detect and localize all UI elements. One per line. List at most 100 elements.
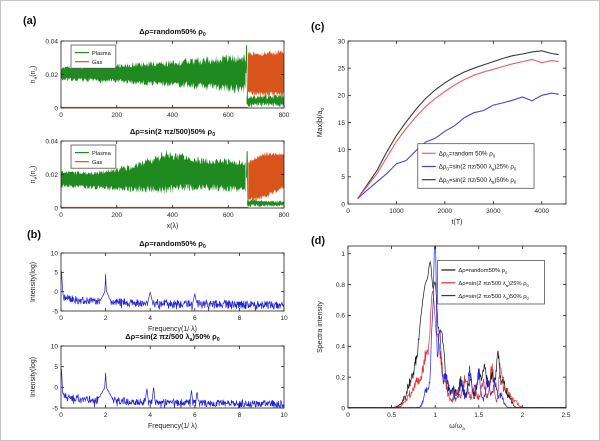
series-plasma-tail-band xyxy=(247,199,284,208)
y-tick-label: 10 xyxy=(51,343,59,350)
y-tick-label: 0.8 xyxy=(336,282,345,289)
legend-label: Δρ=sin(2 πz/500 λa)50% ρ0 xyxy=(458,294,529,301)
chart-c-series xyxy=(357,50,559,200)
x-tick-label: 0 xyxy=(346,208,350,215)
legend-label: Plasma xyxy=(92,51,112,57)
x-tick-label: 8 xyxy=(238,315,242,322)
x-tick-label: 400 xyxy=(167,212,178,219)
x-tick-label: 0.5 xyxy=(387,412,396,419)
series-growth-sin50 xyxy=(357,50,559,199)
y-tick-label: 5 xyxy=(54,270,58,277)
x-tick-label: 4000 xyxy=(535,208,550,215)
x-tick-label: 400 xyxy=(167,112,178,119)
y-tick-label: 0.02 xyxy=(45,72,58,79)
chart-d: 0 0.5 1 1.5 2 2.5 0 0.2 0.4 0.6 0.8 1 ω/ωa Spectra in… xyxy=(317,245,571,432)
y-tick-label: 0 xyxy=(54,205,58,212)
x-axis-label-d: ω/ωa xyxy=(449,423,465,432)
legend-a1: Plasma Gas xyxy=(70,44,117,69)
panel-label-c: (c) xyxy=(311,21,325,33)
series-growth-sin25 xyxy=(357,92,559,200)
x-tick-label: 200 xyxy=(111,212,122,219)
chart-title-a1: Δρ=random50% ρ0 xyxy=(139,27,206,38)
legend-c: Δρ0=random 50% ρ0 Δρ0=sin(2 πz/500 λa)25%… xyxy=(417,143,535,189)
axes-box-b2 xyxy=(60,345,285,409)
legend-d: Δρ=random50% ρ0 Δρ=sin(2 πz/500 λa)25% ρ0… xyxy=(436,260,545,305)
y-tick-label: 30 xyxy=(338,38,346,45)
y-axis-label-a2: ne(nc) xyxy=(30,166,39,184)
x-axis-label-c: t(T) xyxy=(452,219,463,226)
legend-label: Δρ=sin(2 πz/500 λa)25% ρ0 xyxy=(458,281,529,288)
y-axis-label-d: Spectra intensity xyxy=(317,301,324,353)
y-tick-label: 20 xyxy=(338,93,346,100)
series-plasma-spike xyxy=(245,151,249,204)
y-tick-label: 25 xyxy=(338,65,346,72)
y-tick-label: 10 xyxy=(338,147,346,154)
x-tick-label: 3000 xyxy=(486,208,501,215)
x-tick-label: 10 xyxy=(280,315,288,322)
legend-label: Δρ=random50% ρ0 xyxy=(458,268,508,275)
y-tick-label: 15 xyxy=(338,120,346,127)
chart-title-a2: Δρ=sin(2 πz/500)50% ρ0 xyxy=(130,127,215,138)
legend-label: Δρ0=sin(2 πz/500 λa)50% ρ0 xyxy=(439,177,517,185)
x-tick-label: 0 xyxy=(59,315,63,322)
legend-label: Plasma xyxy=(92,151,112,157)
x-axis-label-b1: Frequency(1/ λ) xyxy=(148,326,197,333)
y-tick-label: 0.04 xyxy=(45,138,58,145)
panel-label-d: (d) xyxy=(311,235,326,247)
y-tick-label: -5 xyxy=(52,308,58,315)
y-tick-label: 0.04 xyxy=(45,38,58,45)
x-tick-label: 600 xyxy=(223,212,234,219)
x-tick-label: 1.5 xyxy=(474,412,483,419)
y-tick-label: 0.6 xyxy=(336,313,345,320)
x-tick-label: 0 xyxy=(59,212,63,219)
legend-label: Gas xyxy=(92,60,102,66)
x-tick-label: 1 xyxy=(433,412,437,419)
y-axis-label-c: Max|b|/a0 xyxy=(317,108,326,138)
y-axis-label-b2: Intensity(log) xyxy=(30,357,37,397)
y-tick-label: 0.02 xyxy=(45,172,58,179)
series-plasma-band xyxy=(61,53,246,94)
x-axis-label-a2: x(λ) xyxy=(167,223,179,230)
x-tick-label: 800 xyxy=(279,212,290,219)
x-tick-label: 2 xyxy=(104,412,108,419)
x-tick-label: 6 xyxy=(193,412,197,419)
chart-b2-series xyxy=(61,368,284,408)
y-tick-label: 0 xyxy=(54,289,58,296)
series-gas-band xyxy=(248,152,284,201)
chart-a1: 0 200 400 600 800 0 0.02 0.04 Δρ=random50% ρ0 ne(… xyxy=(30,27,290,119)
x-tick-label: 4 xyxy=(148,315,152,322)
x-tick-label: 1000 xyxy=(389,208,404,215)
series-spectrum-sin25 xyxy=(348,290,566,408)
panel-label-b: (b) xyxy=(27,229,42,241)
x-tick-label: 600 xyxy=(223,112,234,119)
x-axis-label-b2: Frequency(1/ λ) xyxy=(148,423,197,430)
y-tick-label: 0.4 xyxy=(336,344,345,351)
chart-a2: 0 200 400 600 800 0 0.02 0.04 Δρ=sin(2 πz/500)50… xyxy=(30,127,290,230)
y-tick-label: 0 xyxy=(341,405,345,412)
axes-box-b1 xyxy=(60,252,285,312)
x-tick-label: 2 xyxy=(521,412,525,419)
chart-c: 0 1000 2000 3000 4000 0 5 10 15 20 25 30 t(T) Max|b|/… xyxy=(317,38,567,226)
y-tick-label: 5 xyxy=(54,364,58,371)
series-plasma-band xyxy=(61,149,246,195)
x-tick-label: 800 xyxy=(279,112,290,119)
y-axis-label-a1: ne(nc) xyxy=(30,66,39,84)
legend-label: Δρ0=random 50% ρ0 xyxy=(439,150,496,158)
axes-box-d xyxy=(347,245,567,409)
series-growth-random xyxy=(357,58,559,199)
x-tick-label: 2 xyxy=(104,315,108,322)
series-spectrum-sin50 xyxy=(348,245,566,408)
y-tick-label: 1 xyxy=(341,251,345,258)
panel-label-a: (a) xyxy=(23,15,37,27)
x-tick-label: 0 xyxy=(59,412,63,419)
legend-label: Gas xyxy=(92,160,102,166)
x-tick-label: 10 xyxy=(280,412,288,419)
y-tick-label: 0.2 xyxy=(336,374,345,381)
chart-b1-series xyxy=(61,271,284,311)
chart-a2-series xyxy=(61,149,284,208)
y-tick-label: -5 xyxy=(52,405,58,412)
